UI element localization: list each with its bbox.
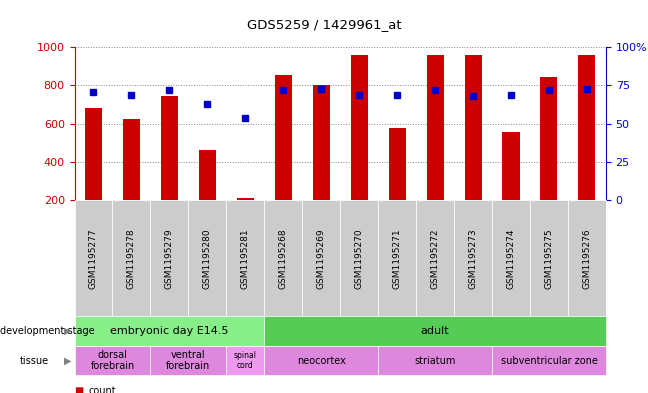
Bar — [351, 55, 367, 200]
Text: GSM1195279: GSM1195279 — [165, 228, 174, 289]
Text: GSM1195271: GSM1195271 — [393, 228, 402, 289]
Text: count: count — [89, 386, 117, 393]
Text: GSM1195272: GSM1195272 — [430, 228, 439, 288]
Text: ▶: ▶ — [64, 326, 71, 336]
Bar — [579, 55, 596, 200]
Text: GSM1195278: GSM1195278 — [127, 228, 136, 289]
Bar — [389, 128, 406, 200]
Bar — [199, 150, 216, 200]
Text: dorsal
forebrain: dorsal forebrain — [90, 350, 135, 371]
Text: GSM1195277: GSM1195277 — [89, 228, 98, 289]
Bar — [85, 108, 102, 200]
Text: GSM1195270: GSM1195270 — [354, 228, 364, 289]
Text: GSM1195274: GSM1195274 — [507, 228, 516, 288]
Bar — [161, 96, 178, 200]
Text: GSM1195281: GSM1195281 — [241, 228, 250, 289]
Text: adult: adult — [421, 326, 450, 336]
Text: ventral
forebrain: ventral forebrain — [167, 350, 211, 371]
Text: subventricular zone: subventricular zone — [500, 356, 597, 365]
Text: GSM1195276: GSM1195276 — [583, 228, 592, 289]
Text: tissue: tissue — [19, 356, 49, 365]
Bar — [502, 132, 520, 200]
Text: GSM1195269: GSM1195269 — [317, 228, 326, 289]
Text: GSM1195268: GSM1195268 — [279, 228, 288, 289]
Bar — [426, 55, 444, 200]
Text: development stage: development stage — [0, 326, 95, 336]
Text: striatum: striatum — [415, 356, 456, 365]
Bar — [313, 84, 330, 200]
Bar — [237, 198, 254, 200]
Text: embryonic day E14.5: embryonic day E14.5 — [110, 326, 229, 336]
Text: neocortex: neocortex — [297, 356, 345, 365]
Bar — [123, 119, 140, 200]
Text: spinal
cord: spinal cord — [234, 351, 257, 370]
Text: GDS5259 / 1429961_at: GDS5259 / 1429961_at — [247, 18, 401, 31]
Text: ■: ■ — [75, 386, 84, 393]
Bar — [540, 77, 557, 200]
Bar — [465, 55, 481, 200]
Bar — [275, 75, 292, 200]
Text: GSM1195280: GSM1195280 — [203, 228, 212, 289]
Text: GSM1195273: GSM1195273 — [469, 228, 478, 289]
Text: GSM1195275: GSM1195275 — [544, 228, 553, 289]
Text: ▶: ▶ — [64, 356, 71, 365]
